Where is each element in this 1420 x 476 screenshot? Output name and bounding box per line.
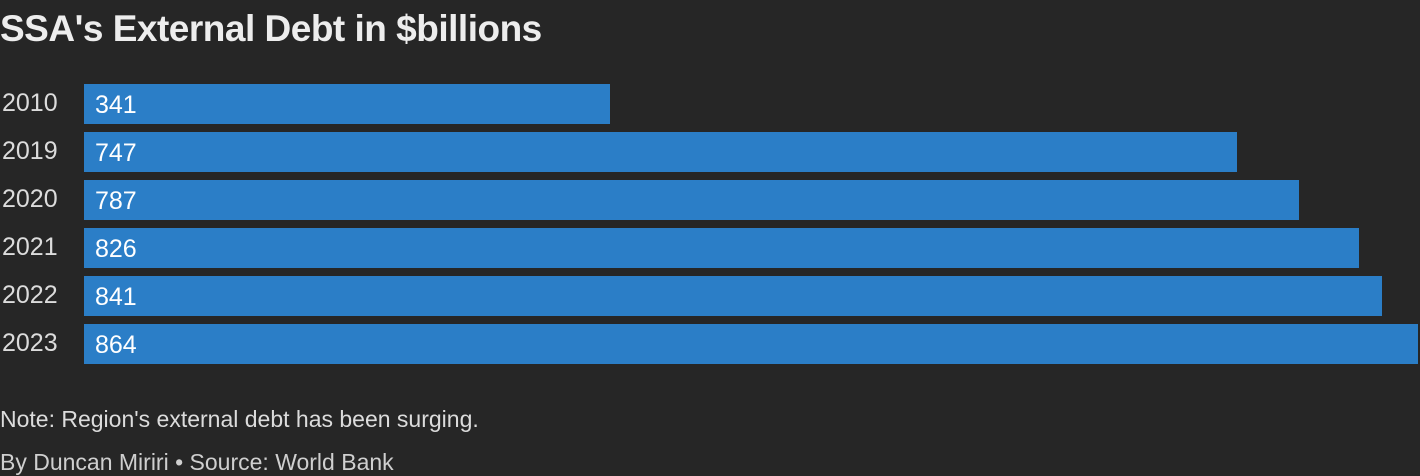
value-label-2021: 826 [95, 235, 137, 263]
category-label-2021: 2021 [2, 233, 58, 261]
bar-2022 [84, 276, 1382, 316]
bar-2023 [84, 324, 1418, 364]
category-label-2019: 2019 [2, 137, 58, 165]
bar-2020 [84, 180, 1299, 220]
value-label-2023: 864 [95, 331, 137, 359]
bar-2019 [84, 132, 1237, 172]
bar-2021 [84, 228, 1359, 268]
value-label-2022: 841 [95, 283, 137, 311]
category-label-2010: 2010 [2, 89, 58, 117]
value-label-2010: 341 [95, 91, 137, 119]
chart-credit: By Duncan Miriri • Source: World Bank [0, 449, 394, 475]
category-label-2023: 2023 [2, 329, 58, 357]
bar-2010 [84, 84, 610, 124]
category-label-2020: 2020 [2, 185, 58, 213]
value-label-2019: 747 [95, 139, 137, 167]
chart-note: Note: Region's external debt has been su… [0, 406, 479, 432]
value-label-2020: 787 [95, 187, 137, 215]
chart-title: SSA's External Debt in $billions [0, 8, 542, 49]
category-label-2022: 2022 [2, 281, 58, 309]
